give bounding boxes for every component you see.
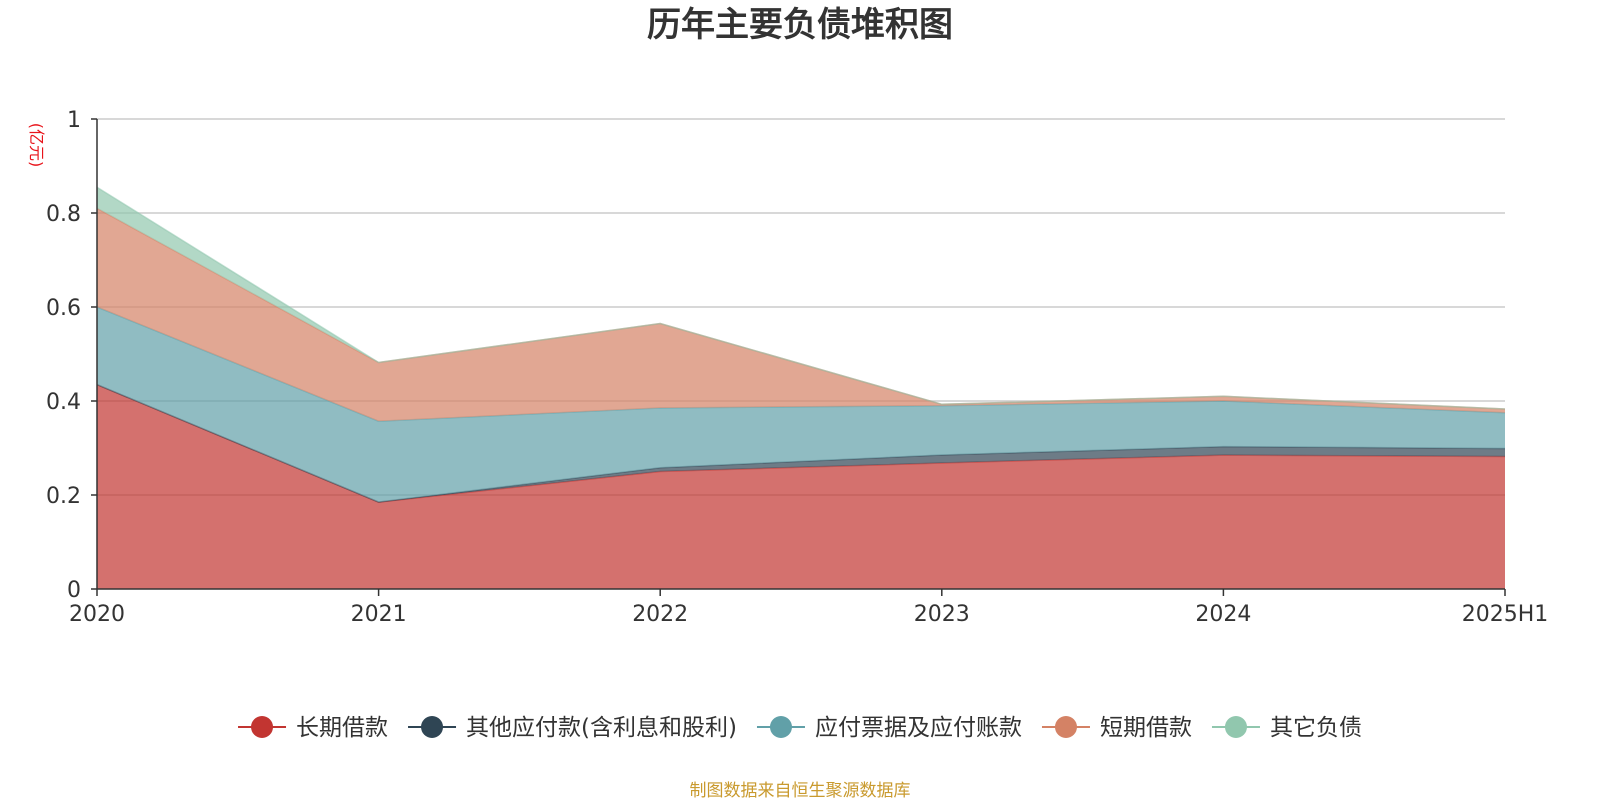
- y-tick-label: 0.2: [46, 484, 81, 509]
- y-tick-label: 0.8: [46, 202, 81, 227]
- chart-title: 历年主要负债堆积图: [647, 5, 953, 45]
- x-tick-label: 2022: [632, 602, 688, 627]
- legend-item-0[interactable]: 长期借款: [238, 715, 388, 741]
- data-source-note: 制图数据来自恒生聚源数据库: [690, 781, 911, 800]
- x-tick-label: 2024: [1195, 602, 1251, 627]
- area-layer: [96, 186, 1506, 589]
- legend-item-4[interactable]: 其它负债: [1211, 715, 1362, 741]
- y-tick-label: 0: [67, 578, 81, 603]
- legend-item-2[interactable]: 应付票据及应付账款: [756, 715, 1022, 741]
- legend-item-3[interactable]: 短期借款: [1041, 715, 1192, 741]
- legend-marker: [1054, 716, 1077, 738]
- legend-item-1[interactable]: 其他应付款(含利息和股利): [408, 715, 737, 741]
- legend-label: 短期借款: [1100, 715, 1192, 741]
- series-line-4: [96, 186, 1506, 410]
- area-series-0: [97, 384, 1505, 589]
- legend-marker: [251, 716, 274, 738]
- y-tick-label: 0.4: [46, 390, 81, 415]
- x-tick-label: 2021: [351, 602, 407, 627]
- legend-marker: [1224, 716, 1247, 738]
- y-tick-label: 1: [67, 108, 81, 133]
- legend-label: 其它负债: [1270, 715, 1362, 741]
- legend-label: 应付票据及应付账款: [815, 715, 1022, 741]
- x-tick-label: 2020: [69, 602, 125, 627]
- legend: 长期借款 其他应付款(含利息和股利) 应付票据及应付账款 短期借款 其它负债: [238, 715, 1362, 741]
- x-tick-label: 2025H1: [1462, 602, 1549, 627]
- legend-label: 长期借款: [296, 715, 388, 741]
- legend-marker: [421, 716, 444, 738]
- x-tick-label: 2023: [914, 602, 970, 627]
- legend-label: 其他应付款(含利息和股利): [466, 715, 737, 741]
- y-axis-unit-label: (亿元): [27, 123, 46, 168]
- axis-layer: 0 0.2 0.4 0.6 0.8 1 2020 2021 2022 2023 2024 2025H1: [46, 108, 1548, 627]
- area-series-2: [97, 307, 1505, 503]
- area-series-3: [97, 208, 1505, 422]
- legend-marker: [769, 716, 792, 738]
- y-tick-label: 0.6: [46, 296, 81, 321]
